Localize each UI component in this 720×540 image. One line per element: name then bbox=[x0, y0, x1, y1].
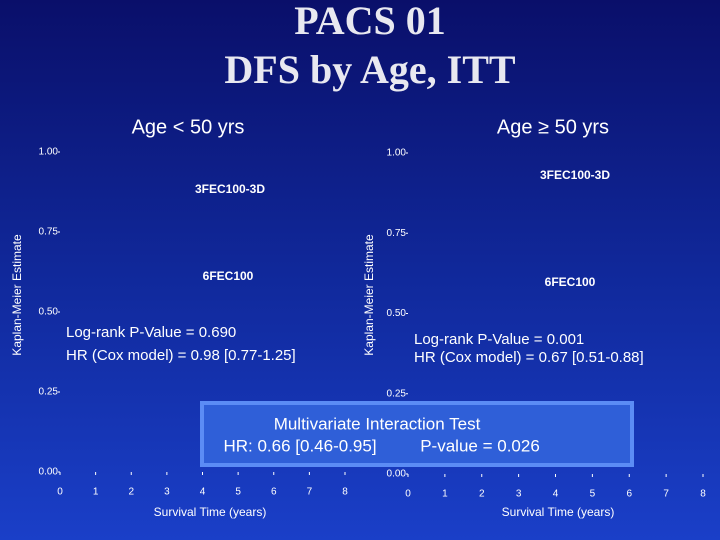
title-line: PACS 01 bbox=[294, 0, 445, 43]
x-axis-label: Survival Time (years) bbox=[502, 505, 615, 519]
y-tick-label: 0.50 bbox=[387, 308, 407, 319]
x-tick-label: 2 bbox=[128, 487, 134, 498]
x-tick-label: 2 bbox=[479, 489, 485, 500]
x-tick-label: 8 bbox=[342, 487, 348, 498]
y-tick-label: 0.75 bbox=[387, 228, 407, 239]
y-tick-label: 0.50 bbox=[39, 307, 59, 318]
x-tick-label: 5 bbox=[235, 487, 241, 498]
x-tick-label: 6 bbox=[626, 489, 632, 500]
x-tick-label: 7 bbox=[663, 489, 669, 500]
series-label: 6FEC100 bbox=[545, 275, 596, 289]
y-tick-label: 0.00 bbox=[39, 467, 59, 478]
annotation: HR (Cox model) = 0.98 [0.77-1.25] bbox=[66, 347, 296, 364]
y-axis-label: Kaplan-Meier Estimate bbox=[362, 234, 376, 356]
interaction-box bbox=[200, 401, 634, 467]
x-tick-label: 5 bbox=[590, 489, 596, 500]
y-tick-label: 1.00 bbox=[387, 148, 407, 159]
chart-title: Age < 50 yrs bbox=[132, 116, 245, 138]
annotation: Log-rank P-Value = 0.001 bbox=[414, 331, 584, 348]
y-axis-label: Kaplan-Meier Estimate bbox=[10, 234, 24, 356]
x-tick-label: 0 bbox=[57, 487, 63, 498]
annotation: Log-rank P-Value = 0.690 bbox=[66, 324, 236, 341]
y-tick-label: 1.00 bbox=[39, 147, 59, 158]
series-label: 6FEC100 bbox=[203, 269, 254, 283]
x-tick-label: 1 bbox=[93, 487, 99, 498]
box-title: Multivariate Interaction Test bbox=[274, 414, 481, 433]
chart-title: Age ≥ 50 yrs bbox=[497, 116, 609, 138]
x-tick-label: 4 bbox=[200, 487, 206, 498]
y-tick-label: 0.25 bbox=[387, 388, 407, 399]
annotation: HR (Cox model) = 0.67 [0.51-0.88] bbox=[414, 349, 644, 366]
title-line: DFS by Age, ITT bbox=[224, 47, 515, 92]
x-tick-label: 8 bbox=[700, 489, 706, 500]
y-tick-label: 0.25 bbox=[39, 387, 59, 398]
x-tick-label: 7 bbox=[307, 487, 313, 498]
charts: Age < 50 yrs Kaplan-Meier Estimate Surviva… bbox=[10, 116, 706, 519]
series-label: 3FEC100-3D bbox=[540, 168, 610, 182]
x-tick-label: 6 bbox=[271, 487, 277, 498]
box-hr: HR: 0.66 [0.46-0.95] bbox=[223, 436, 376, 455]
x-tick-label: 1 bbox=[442, 489, 448, 500]
x-tick-label: 4 bbox=[553, 489, 559, 500]
x-axis-label: Survival Time (years) bbox=[154, 505, 267, 519]
box-p: P-value = 0.026 bbox=[420, 436, 540, 455]
x-tick-label: 3 bbox=[516, 489, 522, 500]
y-tick-label: 0.00 bbox=[387, 469, 407, 480]
x-tick-label: 3 bbox=[164, 487, 170, 498]
y-tick-label: 0.75 bbox=[39, 227, 59, 238]
x-tick-label: 0 bbox=[405, 489, 411, 500]
series-label: 3FEC100-3D bbox=[195, 182, 265, 196]
